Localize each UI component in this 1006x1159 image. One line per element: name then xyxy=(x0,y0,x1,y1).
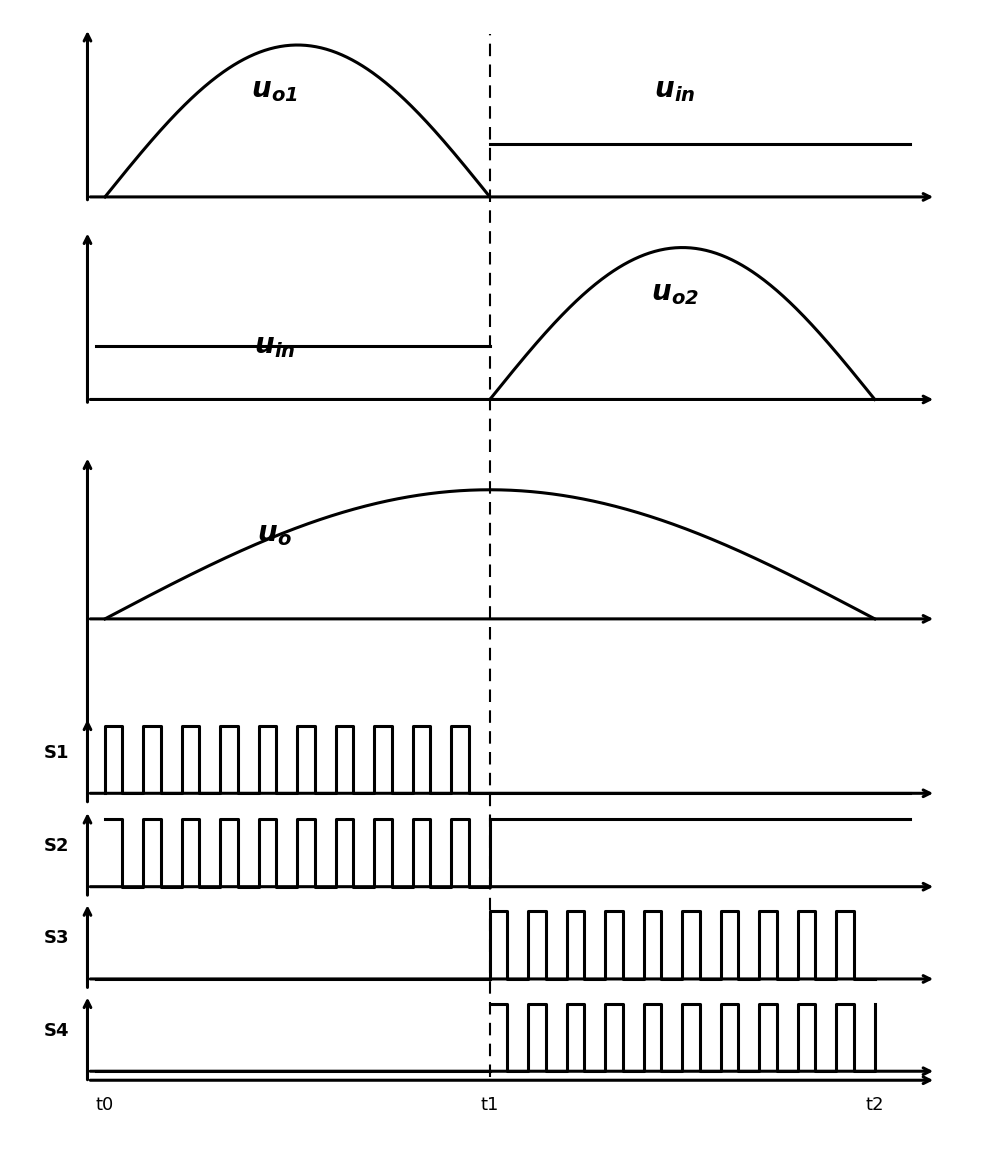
Text: $\bfit{u}_{o}$: $\bfit{u}_{o}$ xyxy=(257,522,292,548)
Text: S2: S2 xyxy=(44,837,69,855)
Text: t2: t2 xyxy=(865,1096,884,1114)
Text: S3: S3 xyxy=(44,930,69,947)
Text: t1: t1 xyxy=(481,1096,499,1114)
Text: S4: S4 xyxy=(44,1022,69,1040)
Text: $\bfit{u}_{in}$: $\bfit{u}_{in}$ xyxy=(654,78,695,104)
Text: $\bfit{u}_{o1}$: $\bfit{u}_{o1}$ xyxy=(252,78,298,104)
Text: t0: t0 xyxy=(96,1096,114,1114)
Text: $\bfit{u}_{o2}$: $\bfit{u}_{o2}$ xyxy=(651,279,698,307)
Text: S1: S1 xyxy=(44,744,69,761)
Text: $\bfit{u}_{in}$: $\bfit{u}_{in}$ xyxy=(254,333,295,359)
